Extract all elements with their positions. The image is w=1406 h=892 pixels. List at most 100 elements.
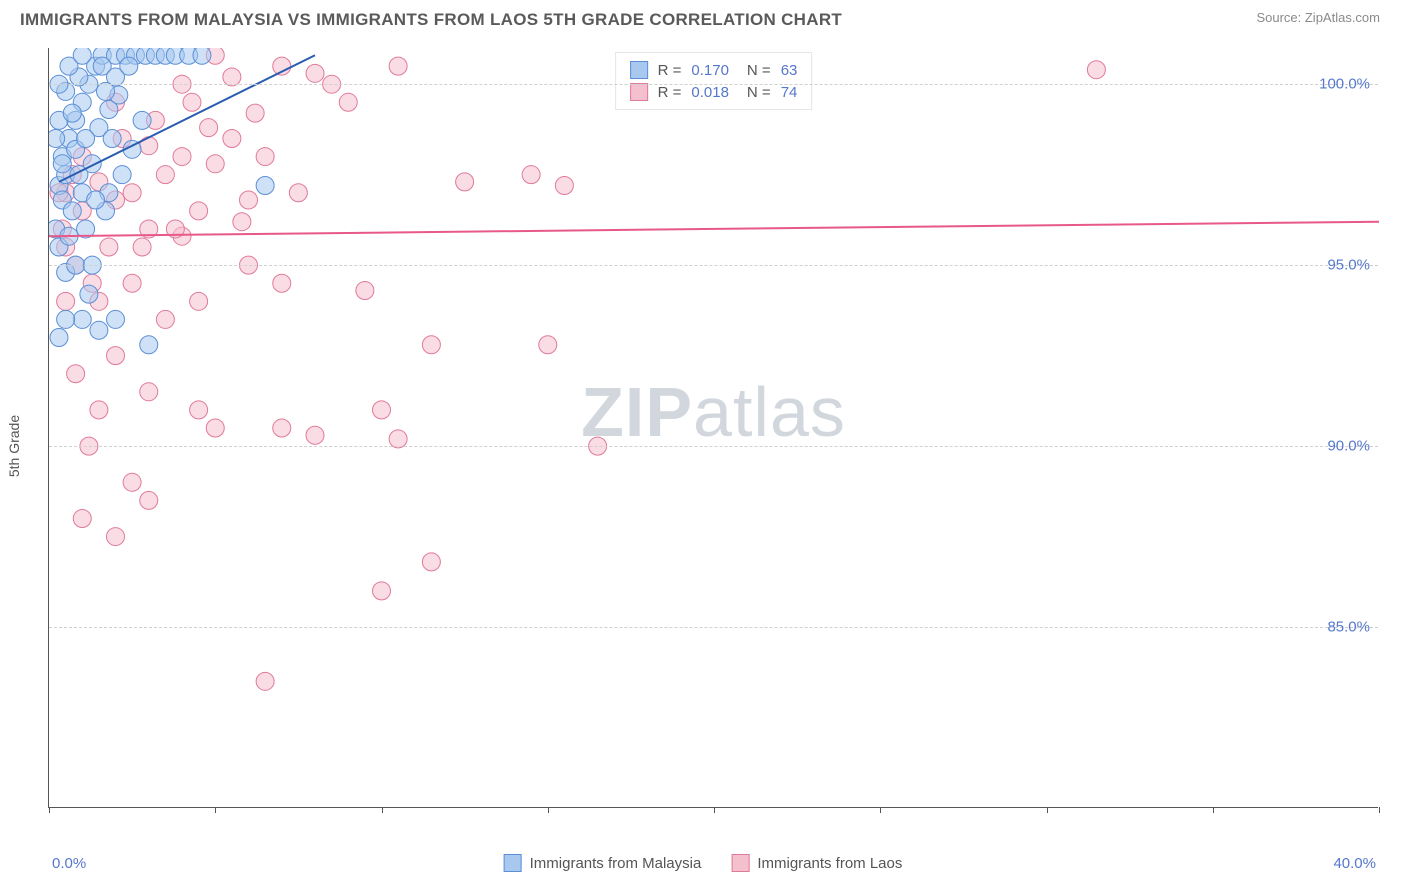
- data-point: [273, 274, 291, 292]
- data-point: [183, 93, 201, 111]
- data-point: [90, 321, 108, 339]
- data-point: [103, 129, 121, 147]
- data-point: [193, 48, 211, 64]
- data-point: [107, 347, 125, 365]
- data-point: [339, 93, 357, 111]
- data-point: [73, 48, 91, 64]
- data-point: [389, 57, 407, 75]
- data-point: [133, 111, 151, 129]
- x-axis-max-label: 40.0%: [1333, 855, 1376, 872]
- swatch-icon: [504, 854, 522, 872]
- data-point: [80, 285, 98, 303]
- data-point: [100, 238, 118, 256]
- y-tick-label: 100.0%: [1319, 76, 1370, 93]
- x-tick: [1379, 807, 1380, 813]
- data-point: [456, 173, 474, 191]
- y-tick-label: 90.0%: [1327, 438, 1370, 455]
- source-label: Source: ZipAtlas.com: [1256, 10, 1380, 25]
- x-tick: [714, 807, 715, 813]
- data-point: [233, 213, 251, 231]
- data-point: [87, 191, 105, 209]
- data-point: [50, 329, 68, 347]
- data-point: [63, 202, 81, 220]
- chart-title: IMMIGRANTS FROM MALAYSIA VS IMMIGRANTS F…: [20, 10, 1386, 30]
- data-point: [123, 274, 141, 292]
- data-point: [63, 104, 81, 122]
- data-point: [256, 148, 274, 166]
- swatch-icon: [630, 61, 648, 79]
- data-point: [107, 528, 125, 546]
- data-point: [190, 292, 208, 310]
- series-legend: Immigrants from Malaysia Immigrants from…: [504, 854, 903, 872]
- legend-row-malaysia: R = 0.170 N = 63: [630, 59, 798, 81]
- data-point: [306, 426, 324, 444]
- x-axis-min-label: 0.0%: [52, 855, 86, 872]
- data-point: [223, 129, 241, 147]
- swatch-icon: [731, 854, 749, 872]
- x-tick: [1213, 807, 1214, 813]
- data-point: [123, 473, 141, 491]
- data-point: [273, 419, 291, 437]
- plot-area: ZIPatlas R = 0.170 N = 63 R = 0.018 N = …: [48, 48, 1378, 808]
- data-point: [67, 365, 85, 383]
- x-tick: [49, 807, 50, 813]
- x-tick: [215, 807, 216, 813]
- data-point: [190, 202, 208, 220]
- data-point: [555, 177, 573, 195]
- data-point: [539, 336, 557, 354]
- legend-item-laos: Immigrants from Laos: [731, 854, 902, 872]
- data-point: [289, 184, 307, 202]
- data-point: [140, 336, 158, 354]
- x-tick: [880, 807, 881, 813]
- swatch-icon: [630, 83, 648, 101]
- gridline: [49, 446, 1378, 447]
- data-point: [206, 419, 224, 437]
- data-point: [256, 177, 274, 195]
- data-point: [256, 672, 274, 690]
- data-point: [306, 64, 324, 82]
- data-point: [422, 553, 440, 571]
- data-point: [107, 310, 125, 328]
- y-axis-label: 5th Grade: [6, 415, 22, 477]
- data-point: [373, 401, 391, 419]
- data-point: [73, 310, 91, 328]
- data-point: [123, 184, 141, 202]
- data-point: [140, 137, 158, 155]
- gridline: [49, 265, 1378, 266]
- data-point: [49, 129, 65, 147]
- data-point: [140, 383, 158, 401]
- data-point: [90, 401, 108, 419]
- data-point: [73, 509, 91, 527]
- y-tick-label: 85.0%: [1327, 619, 1370, 636]
- data-point: [246, 104, 264, 122]
- data-point: [53, 155, 71, 173]
- data-point: [240, 191, 258, 209]
- x-tick: [1047, 807, 1048, 813]
- data-point: [140, 491, 158, 509]
- data-point: [206, 155, 224, 173]
- x-tick: [548, 807, 549, 813]
- data-point: [1087, 61, 1105, 79]
- legend-item-malaysia: Immigrants from Malaysia: [504, 854, 702, 872]
- data-point: [57, 292, 75, 310]
- data-point: [156, 166, 174, 184]
- data-point: [133, 238, 151, 256]
- data-point: [373, 582, 391, 600]
- y-tick-label: 95.0%: [1327, 257, 1370, 274]
- data-point: [57, 310, 75, 328]
- gridline: [49, 84, 1378, 85]
- data-point: [173, 148, 191, 166]
- gridline: [49, 627, 1378, 628]
- correlation-legend: R = 0.170 N = 63 R = 0.018 N = 74: [615, 52, 813, 110]
- x-tick: [382, 807, 383, 813]
- data-point: [200, 119, 218, 137]
- scatter-svg: [49, 48, 1379, 808]
- data-point: [522, 166, 540, 184]
- data-point: [190, 401, 208, 419]
- data-point: [77, 129, 95, 147]
- data-point: [113, 166, 131, 184]
- data-point: [120, 57, 138, 75]
- data-point: [422, 336, 440, 354]
- data-point: [356, 281, 374, 299]
- data-point: [156, 310, 174, 328]
